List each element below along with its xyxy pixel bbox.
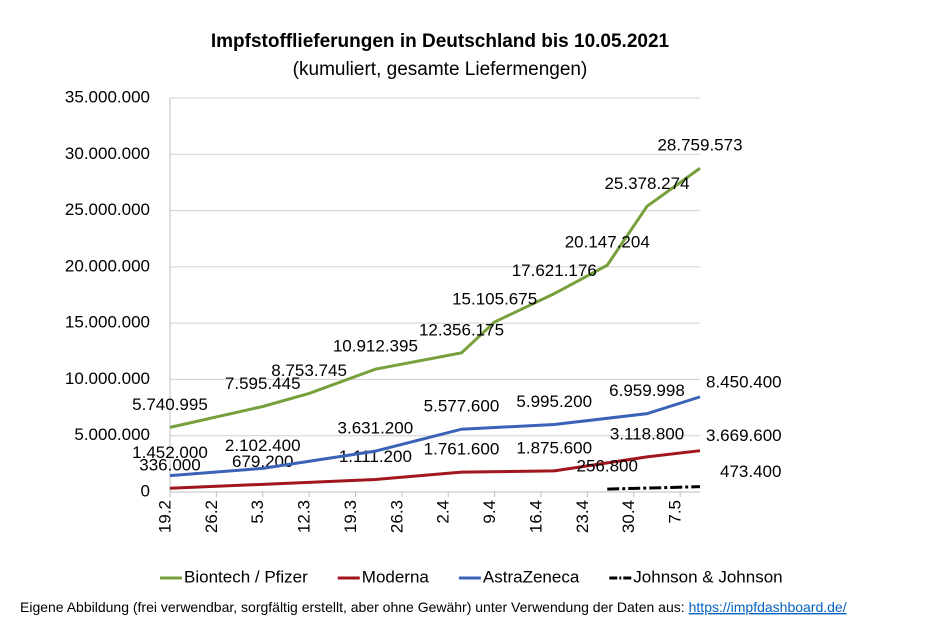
- source-text: Eigene Abbildung (frei verwendbar, sorgf…: [20, 599, 685, 615]
- data-label: 473.400: [720, 462, 781, 481]
- data-label: 5.995.200: [516, 392, 592, 411]
- data-label: 12.356.175: [419, 320, 504, 339]
- x-tick-label: 5.3: [248, 500, 267, 524]
- data-label: 3.118.800: [610, 424, 684, 443]
- data-label: 3.631.200: [338, 419, 414, 438]
- data-label: 20.147.204: [565, 233, 650, 252]
- data-label: 336.000: [139, 456, 200, 475]
- data-label: 15.105.675: [452, 289, 537, 308]
- y-tick-label: 35.000.000: [65, 87, 150, 106]
- chart-subtitle: (kumuliert, gesamte Liefermengen): [293, 59, 588, 80]
- y-tick-label: 15.000.000: [65, 313, 150, 332]
- legend-label: Biontech / Pfizer: [184, 567, 308, 586]
- line: [607, 485, 701, 491]
- legend-label: AstraZeneca: [483, 567, 580, 586]
- data-label: 5.740.995: [132, 395, 208, 414]
- x-tick-label: 7.5: [666, 500, 685, 524]
- data-label: 17.621.176: [512, 261, 597, 280]
- y-tick-label: 30.000.000: [65, 144, 150, 163]
- x-tick-label: 19.2: [155, 500, 174, 533]
- y-tick-label: 25.000.000: [65, 200, 150, 219]
- y-tick-label: 0: [141, 481, 150, 500]
- x-tick-label: 30.4: [619, 500, 638, 533]
- y-tick-label: 10.000.000: [65, 369, 150, 388]
- data-label: 7.595.445: [225, 374, 301, 393]
- data-label: 1.875.600: [516, 438, 592, 457]
- data-label: 8.450.400: [706, 372, 782, 391]
- source-note: Eigene Abbildung (frei verwendbar, sorgf…: [20, 599, 847, 615]
- data-label: 2.102.400: [225, 436, 301, 455]
- legend-label: Johnson & Johnson: [633, 567, 782, 586]
- data-label: 10.912.395: [333, 337, 418, 356]
- line: [169, 167, 701, 429]
- data-label: 28.759.573: [657, 136, 742, 155]
- data-label: 8.753.745: [271, 361, 347, 380]
- data-label: 6.959.998: [609, 381, 685, 400]
- x-tick-label: 19.3: [341, 500, 360, 533]
- data-label: 5.577.600: [424, 397, 500, 416]
- x-tick-label: 26.3: [387, 500, 406, 533]
- x-tick-label: 23.4: [573, 500, 592, 533]
- data-label: 1.761.600: [424, 440, 500, 459]
- line: [169, 395, 701, 478]
- x-tick-label: 2.4: [434, 500, 453, 524]
- line: [169, 449, 701, 490]
- data-label: 25.378.274: [604, 174, 689, 193]
- data-label: 256.800: [577, 457, 638, 476]
- source-link[interactable]: https://impfdashboard.de/: [689, 599, 847, 615]
- y-tick-label: 20.000.000: [65, 256, 150, 275]
- y-tick-label: 5.000.000: [74, 425, 150, 444]
- data-label: 3.669.600: [706, 426, 782, 445]
- legend-label: Moderna: [362, 567, 430, 586]
- x-tick-label: 26.2: [202, 500, 221, 533]
- chart-title: Impfstofflieferungen in Deutschland bis …: [211, 31, 670, 52]
- x-tick-label: 16.4: [526, 500, 545, 533]
- data-label: 1.452.000: [132, 443, 208, 462]
- x-tick-label: 12.3: [295, 500, 314, 533]
- data-label: 1.111.200: [339, 447, 412, 466]
- x-tick-label: 9.4: [480, 500, 499, 524]
